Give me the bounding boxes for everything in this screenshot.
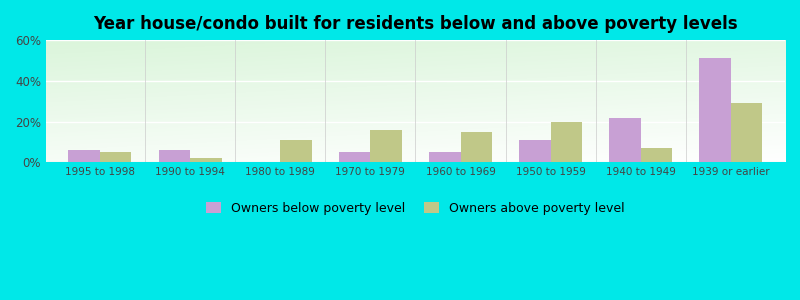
Bar <box>339 152 370 162</box>
Title: Year house/condo built for residents below and above poverty levels: Year house/condo built for residents bel… <box>93 15 738 33</box>
Bar <box>158 150 190 162</box>
Bar <box>68 150 100 162</box>
Bar <box>461 132 492 162</box>
Bar <box>731 103 762 162</box>
Bar <box>519 140 550 162</box>
Bar <box>370 130 402 162</box>
Bar <box>641 148 672 162</box>
Bar <box>699 58 731 162</box>
Bar <box>100 152 131 162</box>
Bar <box>550 122 582 162</box>
Bar <box>429 152 461 162</box>
Legend: Owners below poverty level, Owners above poverty level: Owners below poverty level, Owners above… <box>206 202 625 215</box>
Bar <box>280 140 312 162</box>
Bar <box>190 158 222 162</box>
Bar <box>610 118 641 162</box>
